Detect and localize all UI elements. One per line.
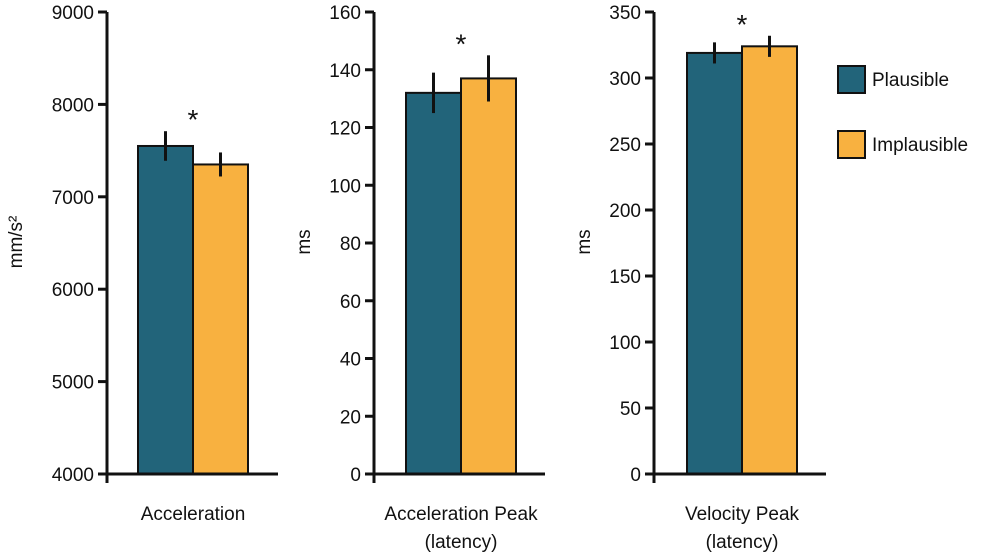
x-category-label: Acceleration Peak xyxy=(384,504,538,525)
y-tick-label: 40 xyxy=(340,350,361,371)
y-tick-label: 100 xyxy=(329,176,361,197)
y-tick-label: 200 xyxy=(609,201,641,222)
significance-marker: * xyxy=(737,9,748,40)
chart-panel-3: * 0 50 100 150 200 250 300 350 ms Velocity Peak (la… xyxy=(574,3,826,552)
y-tick-label: 8000 xyxy=(52,95,94,116)
legend-swatch-implausible xyxy=(837,130,866,159)
y-tick-label: 150 xyxy=(609,267,641,288)
y-tick-label: 9000 xyxy=(52,3,94,24)
y-tick-label: 0 xyxy=(630,465,641,486)
y-tick-label: 0 xyxy=(350,465,361,486)
legend-swatch-plausible xyxy=(837,65,866,94)
y-tick-label: 350 xyxy=(609,3,641,24)
legend: Plausible Implausible xyxy=(837,65,968,159)
significance-marker: * xyxy=(188,104,199,135)
y-tick-label: 160 xyxy=(329,3,361,24)
y-tick-label: 7000 xyxy=(52,188,94,209)
y-tick-label: 6000 xyxy=(52,280,94,301)
legend-label-implausible: Implausible xyxy=(872,135,968,156)
y-tick-label: 60 xyxy=(340,292,361,313)
bar-implausible xyxy=(741,45,798,475)
bar-plausible xyxy=(405,91,462,475)
y-tick-label: 120 xyxy=(329,119,361,140)
y-tick-label: 300 xyxy=(609,69,641,90)
y-tick-label: 4000 xyxy=(52,465,94,486)
bar-implausible xyxy=(192,163,249,476)
x-category-label: Acceleration xyxy=(141,504,246,525)
bar-plausible xyxy=(137,144,194,475)
legend-label-plausible: Plausible xyxy=(872,70,949,91)
bar-plausible xyxy=(686,51,743,475)
y-tick-label: 100 xyxy=(609,333,641,354)
y-tick-label: 250 xyxy=(609,135,641,156)
x-category-label: (latency) xyxy=(425,532,498,552)
x-category-label: (latency) xyxy=(706,532,779,552)
chart-panel-2: * 0 20 40 60 80 100 120 140 160 ms Acceleration Pea… xyxy=(294,3,545,552)
bar-implausible xyxy=(460,77,517,475)
x-category-label: Velocity Peak xyxy=(685,504,800,525)
y-axis-title: ms xyxy=(574,229,595,254)
significance-marker: * xyxy=(456,28,467,59)
y-tick-label: 50 xyxy=(620,399,641,420)
y-tick-label: 80 xyxy=(340,234,361,255)
y-axis-title: mm/s² xyxy=(6,216,27,269)
chart-panel-1: * 4000 5000 6000 7000 8000 9000 mm/s² Accelerati… xyxy=(6,3,278,525)
y-tick-label: 140 xyxy=(329,61,361,82)
y-axis-title: ms xyxy=(294,229,315,254)
y-tick-label: 5000 xyxy=(52,373,94,394)
y-tick-label: 20 xyxy=(340,407,361,428)
